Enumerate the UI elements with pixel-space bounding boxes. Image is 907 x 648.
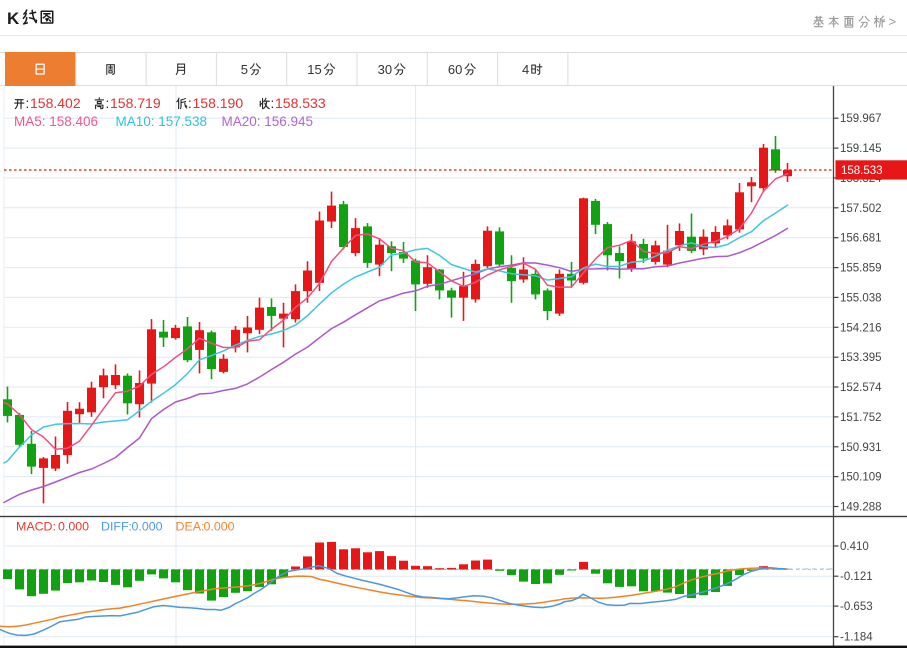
svg-text:0.000: 0.000 [58, 520, 89, 534]
svg-text:DIFF:: DIFF: [101, 520, 132, 534]
svg-text:156.681: 156.681 [840, 233, 882, 245]
svg-text:4: 4 [522, 62, 529, 77]
svg-text:15: 15 [307, 62, 321, 77]
svg-text::: : [271, 96, 275, 111]
svg-text:DEA:: DEA: [176, 520, 205, 534]
svg-text:158.402: 158.402 [30, 95, 81, 111]
svg-text:150.931: 150.931 [840, 442, 882, 454]
svg-text:MA20: 156.945: MA20: 156.945 [222, 114, 314, 129]
svg-text:150.109: 150.109 [840, 472, 882, 484]
svg-text:152.574: 152.574 [840, 382, 882, 394]
svg-text:158.533: 158.533 [275, 95, 326, 111]
svg-text:-1.184: -1.184 [840, 632, 873, 644]
svg-text:159.967: 159.967 [840, 113, 882, 125]
svg-text:K: K [7, 9, 20, 28]
svg-text::: : [106, 96, 110, 111]
svg-text:5: 5 [241, 62, 248, 77]
svg-text::: : [26, 96, 30, 111]
svg-text:MA5: 158.406: MA5: 158.406 [14, 114, 98, 129]
svg-text:151.752: 151.752 [840, 412, 882, 424]
svg-text:0.410: 0.410 [840, 541, 869, 553]
svg-text:0.000: 0.000 [132, 520, 163, 534]
svg-text:158.190: 158.190 [193, 95, 244, 111]
svg-text::: : [188, 96, 192, 111]
svg-text:158.719: 158.719 [110, 95, 161, 111]
svg-text:>: > [889, 14, 897, 29]
svg-text:155.038: 155.038 [840, 292, 882, 304]
svg-text:158.533: 158.533 [841, 165, 883, 177]
svg-text:149.288: 149.288 [840, 502, 882, 514]
svg-text:MA10: 157.538: MA10: 157.538 [116, 114, 208, 129]
svg-text:159.145: 159.145 [840, 143, 882, 155]
svg-text:MACD:: MACD: [16, 520, 56, 534]
svg-text:0.000: 0.000 [204, 520, 235, 534]
svg-text:153.395: 153.395 [840, 352, 882, 364]
svg-text:30: 30 [378, 62, 392, 77]
svg-text:60: 60 [448, 62, 462, 77]
svg-text:154.216: 154.216 [840, 322, 882, 334]
svg-text:-0.653: -0.653 [840, 601, 873, 613]
svg-text:157.502: 157.502 [840, 203, 882, 215]
svg-text:-0.121: -0.121 [840, 571, 873, 583]
svg-text:155.859: 155.859 [840, 263, 882, 275]
